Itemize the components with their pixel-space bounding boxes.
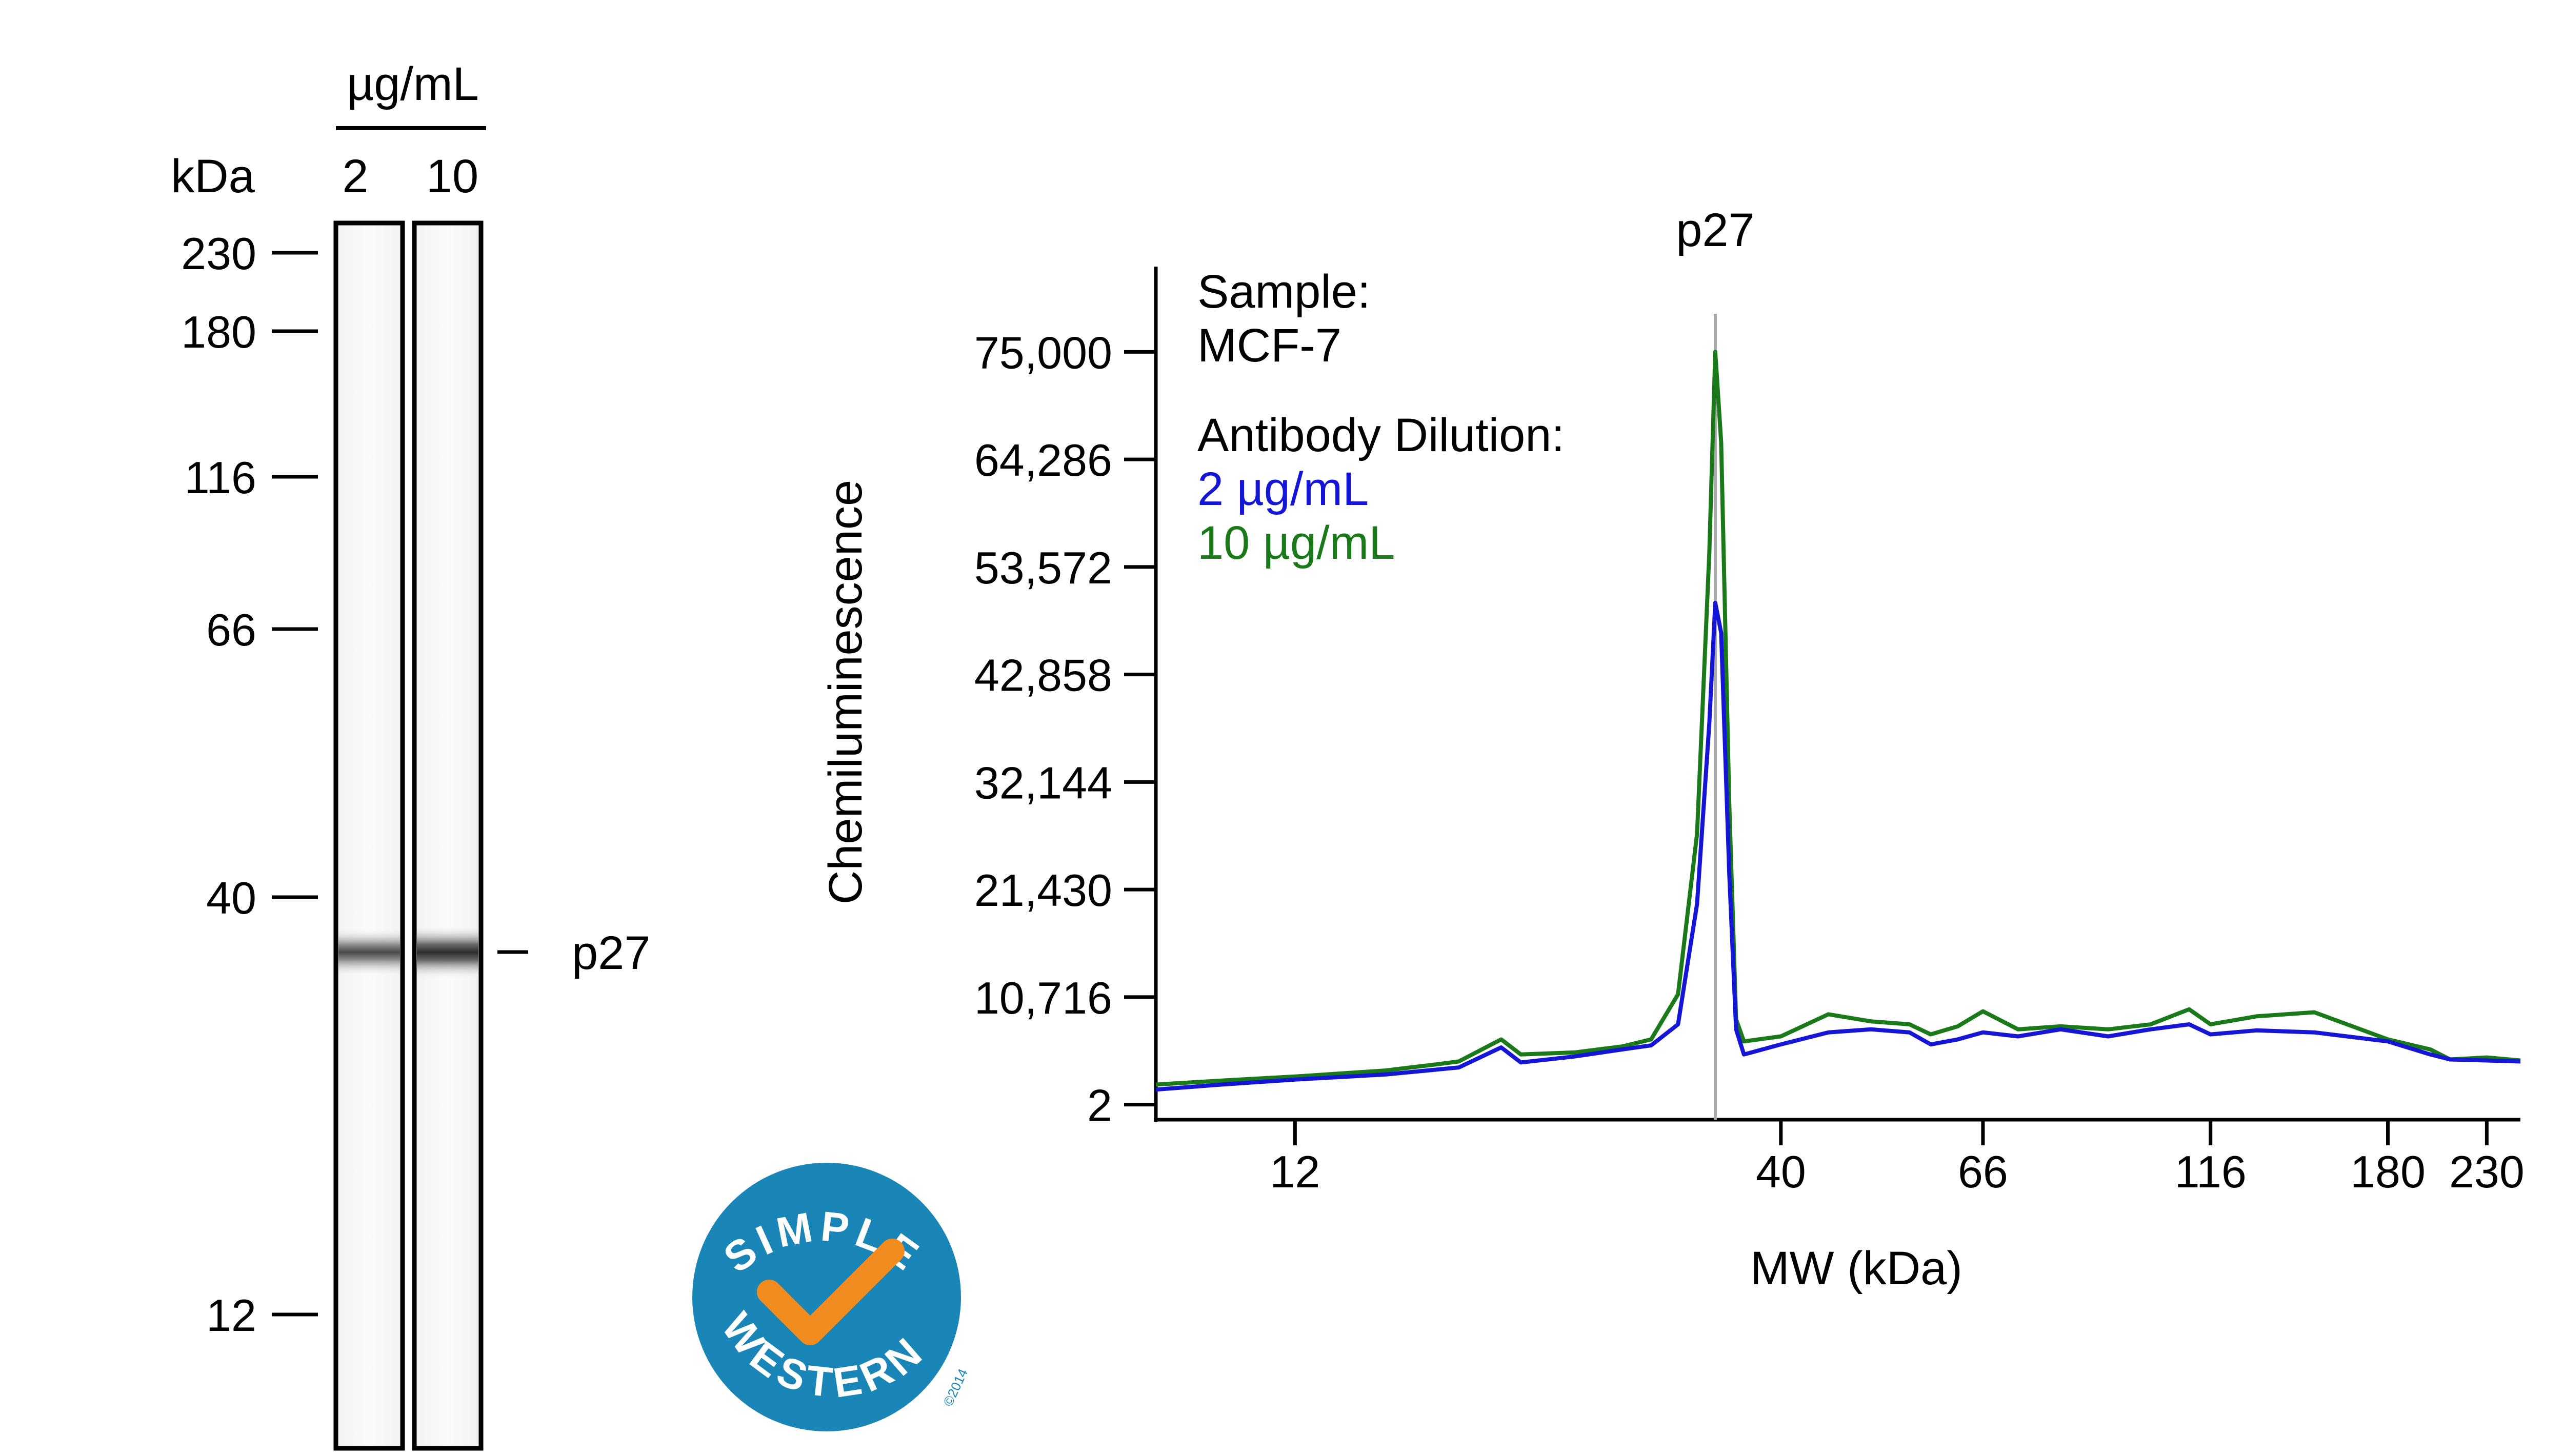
y-tick-label: 75,000 <box>974 327 1112 378</box>
y-tick-label: 10,716 <box>974 973 1112 1023</box>
series-line-0 <box>1155 600 2521 1092</box>
chart-legend: Sample: MCF-7 Antibody Dilution: 2 µg/mL… <box>1197 266 1565 569</box>
legend-sample-value: MCF-7 <box>1197 319 1341 372</box>
legend-series-2ugml: 2 µg/mL <box>1197 463 1369 515</box>
y-tick-label: 64,286 <box>974 435 1112 486</box>
lane-label-2: 2 <box>342 150 368 203</box>
band-label: p27 <box>572 927 651 979</box>
concentration-label: µg/mL <box>347 58 479 110</box>
series-group <box>1155 350 2521 1092</box>
y-tick-label: 42,858 <box>974 650 1112 701</box>
checkmark-icon <box>757 1239 905 1345</box>
y-tick-label: 2 <box>1087 1080 1112 1131</box>
logo-circle <box>692 1163 961 1431</box>
logo-copyright: ©2014 <box>940 1366 971 1408</box>
x-tick-label: 180 <box>2350 1146 2426 1197</box>
marker-label-12: 12 <box>206 1290 256 1341</box>
y-ticks: 2 10,716 21,430 32,144 42,858 53,572 64,286 75,… <box>974 327 1156 1131</box>
legend-sample-label: Sample: <box>1197 266 1371 318</box>
chart: 2 10,716 21,430 32,144 42,858 53,572 64,286 75,… <box>819 204 2525 1295</box>
y-tick-label: 32,144 <box>974 757 1112 808</box>
gel-lane-2 <box>333 220 405 1451</box>
mw-markers: 230 180 116 66 40 12 <box>181 228 318 1341</box>
marker-label-40: 40 <box>206 873 256 923</box>
y-tick-label: 21,430 <box>974 865 1112 916</box>
lane-label-10: 10 <box>426 150 478 203</box>
x-ticks: 12 40 66 116 180 230 <box>1270 1120 2525 1197</box>
x-tick-label: 230 <box>2449 1146 2525 1197</box>
gel-band-10 <box>417 925 478 979</box>
gel-band-2 <box>338 928 400 977</box>
gel-lane-10 <box>412 220 484 1451</box>
x-tick-label: 12 <box>1270 1146 1320 1197</box>
peak-label: p27 <box>1676 204 1755 256</box>
x-tick-label: 66 <box>1958 1146 2008 1197</box>
x-axis-title: MW (kDa) <box>1750 1242 1962 1295</box>
gel-panel: µg/mL kDa 2 10 <box>171 58 651 1451</box>
simple-western-logo: SIMPLE WESTERN ©2014 <box>692 1163 971 1431</box>
marker-label-66: 66 <box>206 604 256 655</box>
x-tick-label: 116 <box>2175 1146 2247 1197</box>
y-axis-title: Chemiluminescence <box>819 480 872 904</box>
legend-dilution-label: Antibody Dilution: <box>1197 409 1565 461</box>
marker-label-180: 180 <box>181 307 256 357</box>
y-tick-label: 53,572 <box>974 542 1112 593</box>
series-line-1 <box>1155 350 2521 1087</box>
kda-label: kDa <box>171 150 255 203</box>
marker-label-230: 230 <box>181 228 256 279</box>
x-tick-label: 40 <box>1756 1146 1806 1197</box>
marker-label-116: 116 <box>185 452 256 503</box>
legend-series-10ugml: 10 µg/mL <box>1197 517 1395 569</box>
